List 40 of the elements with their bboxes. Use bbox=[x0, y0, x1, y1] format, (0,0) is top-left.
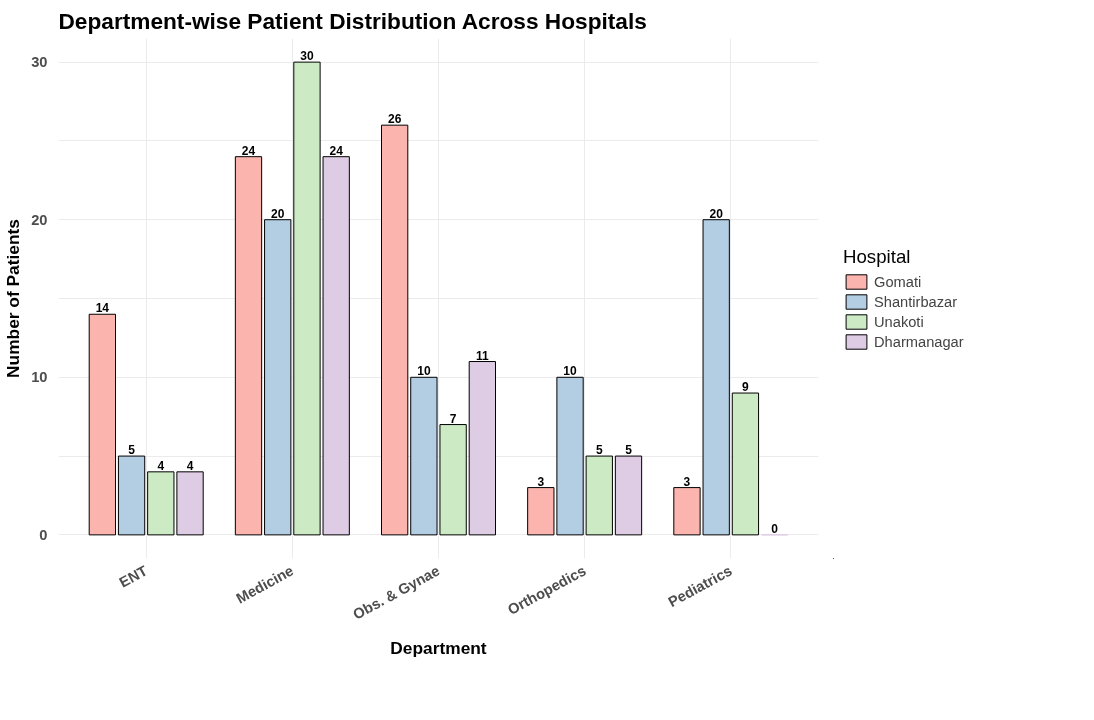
data-label: 20 bbox=[271, 206, 285, 221]
legend-title: Hospital bbox=[843, 245, 912, 268]
data-label: 5 bbox=[625, 443, 633, 458]
data-label: 10 bbox=[417, 364, 431, 379]
y-axis-title: Number of Patients bbox=[3, 219, 24, 378]
data-label: 24 bbox=[329, 143, 344, 158]
data-label: 9 bbox=[742, 380, 750, 395]
data-label: 30 bbox=[300, 49, 314, 64]
legend-label: Dharmanagar bbox=[874, 333, 964, 350]
data-label: 10 bbox=[563, 364, 578, 379]
data-label: 14 bbox=[95, 301, 110, 316]
data-label: 4 bbox=[186, 458, 194, 473]
legend-label: Unakoti bbox=[874, 313, 924, 330]
bar bbox=[381, 124, 409, 536]
bar bbox=[88, 313, 116, 536]
chart-title: Department-wise Patient Distribution Across Hospitals bbox=[58, 7, 647, 34]
x-tick-label: ENT bbox=[116, 562, 151, 591]
x-axis-title: Department bbox=[390, 637, 487, 658]
data-label: 20 bbox=[709, 206, 724, 221]
bar bbox=[614, 455, 643, 536]
data-label: 0 bbox=[771, 521, 779, 536]
legend-label: Gomati bbox=[874, 273, 922, 290]
data-label: 7 bbox=[449, 411, 457, 426]
data-label: 24 bbox=[241, 143, 256, 158]
bar bbox=[234, 156, 263, 536]
bar bbox=[117, 455, 146, 536]
y-tick-label: 0 bbox=[39, 526, 48, 543]
y-tick-label: 10 bbox=[31, 369, 48, 386]
y-tick-label: 20 bbox=[31, 211, 48, 228]
data-label: 26 bbox=[387, 112, 402, 127]
data-label: 5 bbox=[595, 443, 603, 458]
data-label: 3 bbox=[537, 474, 545, 489]
data-label: 3 bbox=[683, 474, 691, 489]
data-label: 4 bbox=[157, 458, 165, 473]
y-tick-label: 30 bbox=[31, 54, 48, 71]
bar bbox=[468, 361, 496, 536]
data-label: 5 bbox=[128, 443, 136, 458]
legend-label: Shantirbazar bbox=[874, 293, 958, 310]
bar bbox=[731, 392, 760, 536]
data-label: 11 bbox=[476, 348, 490, 363]
